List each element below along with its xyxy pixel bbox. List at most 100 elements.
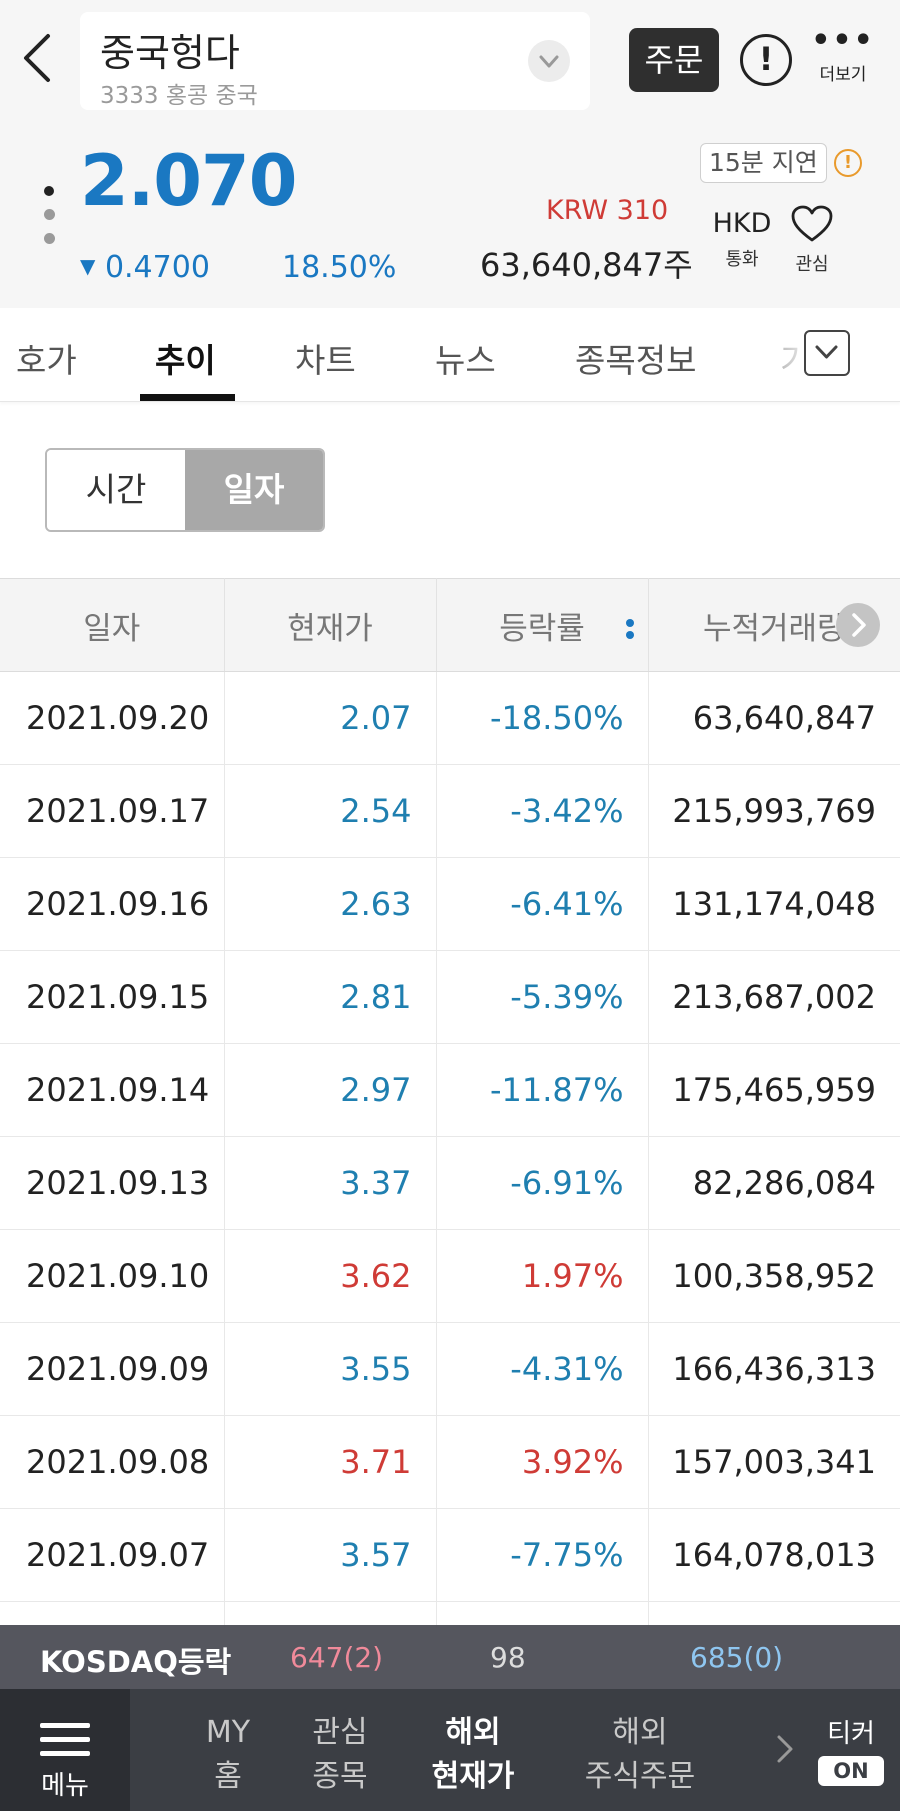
ticker-toggle-label: 티커 [827, 1719, 875, 1749]
cell-price: 3.37 [224, 1136, 437, 1230]
table-row[interactable]: 2021.09.10 3.62 1.97% 100,358,952 [0, 1229, 900, 1323]
cell-date: 2021.09.15 [0, 950, 225, 1044]
cell-rate: -6.41% [436, 857, 649, 951]
chevron-down-icon[interactable] [528, 40, 570, 82]
cell-volume: 82,286,084 [648, 1136, 900, 1230]
cell-price: 3.71 [224, 1415, 437, 1509]
tab-bar: 호가 추이 차트 뉴스 종목정보 기 [0, 308, 900, 402]
cell-price: 2.54 [224, 764, 437, 858]
header-volume[interactable]: 누적거래량 [648, 578, 900, 672]
cell-rate: -11.87% [436, 1043, 649, 1137]
page-dot [44, 233, 55, 244]
cell-rate: -6.91% [436, 1136, 649, 1230]
cell-rate: -3.42% [436, 764, 649, 858]
cell-price: 2.81 [224, 950, 437, 1044]
cell-date: 2021.09.09 [0, 1322, 225, 1416]
cell-price: 3.87 [224, 1601, 437, 1628]
nav-label: 해외 [445, 1715, 501, 1750]
nav-label: 주식주문 [584, 1759, 696, 1794]
table-row[interactable]: 2021.09.063.87-0.77%88,043,809 [0, 1601, 900, 1628]
tab-stock-info[interactable]: 종목정보 [575, 341, 697, 380]
cell-volume: 175,465,959 [648, 1043, 900, 1137]
favorite-button[interactable]: 관심 [784, 204, 840, 276]
cell-price: 2.97 [224, 1043, 437, 1137]
back-arrow-icon[interactable] [18, 30, 68, 94]
nav-label: MY [205, 1715, 251, 1750]
more-button[interactable]: ••• 더보기 [810, 23, 876, 86]
stock-header: 중국헝다 3333 홍콩 중국 주문 ! ••• 더보기 2.070 ▼ 0.4… [0, 0, 900, 308]
header-rate[interactable]: 등락률 [436, 578, 649, 672]
menu-button[interactable]: 메뉴 [0, 1689, 130, 1811]
nav-label: 현재가 [431, 1759, 515, 1794]
nav-overseas-price[interactable]: 해외 현재가 [418, 1711, 528, 1799]
cell-price: 3.62 [224, 1229, 437, 1323]
date-toggle-button[interactable]: 일자 [185, 450, 323, 530]
ticker-on-badge: ON [818, 1756, 884, 1786]
time-toggle-button[interactable]: 시간 [47, 450, 185, 530]
table-row[interactable]: 2021.09.13 3.37 -6.91% 82,286,084 [0, 1136, 900, 1230]
cell-rate: 1.97% [436, 1229, 649, 1323]
down-triangle-icon: ▼ [80, 254, 96, 278]
market-ticker-band[interactable]: KOSDAQ등락 647(2) 98 685(0) [0, 1625, 900, 1689]
tab-news[interactable]: 뉴스 [435, 341, 496, 380]
info-icon[interactable]: ! [740, 34, 792, 86]
ticker-market-label: KOSDAQ등락 [40, 1645, 232, 1679]
nav-watchlist[interactable]: 관심 종목 [300, 1711, 380, 1799]
table-header-row: 일자 현재가 등락률 누적거래량 [0, 578, 900, 672]
table-row[interactable]: 2021.09.16 2.63 -6.41% 131,174,048 [0, 857, 900, 951]
currency-label: 통화 [725, 249, 759, 270]
tab-menu-chevron-icon[interactable] [804, 330, 850, 376]
cell-rate: -0.77% [436, 1601, 649, 1628]
menu-label: 메뉴 [41, 1771, 89, 1801]
column-option-icon [625, 619, 634, 627]
tab-orderbook[interactable]: 호가 [16, 341, 77, 380]
page-indicator [44, 186, 58, 257]
chevron-right-icon[interactable] [770, 1729, 800, 1769]
nav-my-home[interactable]: MY 홈 [196, 1711, 260, 1799]
stock-selector[interactable]: 중국헝다 3333 홍콩 중국 [80, 12, 590, 110]
price-change-value: 0.4700 [104, 250, 210, 285]
header-price[interactable]: 현재가 [224, 578, 437, 672]
price-change-rate: 18.50% [282, 250, 397, 285]
nav-label: 종목 [312, 1759, 368, 1794]
cell-volume: 63,640,847 [648, 671, 900, 765]
nav-label: 홈 [214, 1759, 242, 1794]
cell-rate: -7.75% [436, 1508, 649, 1602]
ticker-advancers: 647(2) [290, 1641, 384, 1674]
trend-table: 일자 현재가 등락률 누적거래량 2021.09.20 2.07 -18.50% 63… [0, 578, 900, 1628]
cell-date: 2021.09.13 [0, 1136, 225, 1230]
cell-date: 2021.09.08 [0, 1415, 225, 1509]
ticker-unchanged: 98 [490, 1641, 526, 1674]
order-button[interactable]: 주문 [629, 28, 719, 92]
table-row[interactable]: 2021.09.09 3.55 -4.31% 166,436,313 [0, 1322, 900, 1416]
cell-volume: 215,993,769 [648, 764, 900, 858]
table-row[interactable]: 2021.09.17 2.54 -3.42% 215,993,769 [0, 764, 900, 858]
tab-trend[interactable]: 추이 [155, 341, 216, 380]
cell-date: 2021.09.06 [0, 1601, 225, 1628]
more-icon: ••• [811, 23, 875, 58]
trade-volume: 63,640,847주 [480, 246, 693, 284]
cell-rate: -4.31% [436, 1322, 649, 1416]
currency-button[interactable]: HKD 통화 [710, 208, 774, 271]
cell-rate: -18.50% [436, 671, 649, 765]
table-row[interactable]: 2021.09.08 3.71 3.92% 157,003,341 [0, 1415, 900, 1509]
table-row[interactable]: 2021.09.14 2.97 -11.87% 175,465,959 [0, 1043, 900, 1137]
table-row[interactable]: 2021.09.15 2.81 -5.39% 213,687,002 [0, 950, 900, 1044]
table-row[interactable]: 2021.09.07 3.57 -7.75% 164,078,013 [0, 1508, 900, 1602]
ticker-decliners: 685(0) [690, 1641, 784, 1674]
cell-volume: 157,003,341 [648, 1415, 900, 1509]
current-price: 2.070 [80, 140, 297, 222]
tab-chart[interactable]: 차트 [295, 341, 356, 380]
table-row[interactable]: 2021.09.20 2.07 -18.50% 63,640,847 [0, 671, 900, 765]
header-rate-label: 등락률 [499, 610, 585, 647]
chevron-right-icon[interactable] [836, 603, 880, 647]
favorite-label: 관심 [795, 254, 829, 275]
bottom-nav: 메뉴 MY 홈 관심 종목 해외 현재가 해외 주식주문 티커 ON [0, 1689, 900, 1811]
period-toggle: 시간 일자 [45, 448, 325, 532]
cell-volume: 164,078,013 [648, 1508, 900, 1602]
ticker-toggle[interactable]: 티커 ON [812, 1713, 890, 1786]
nav-overseas-order[interactable]: 해외 주식주문 [570, 1711, 710, 1799]
cell-date: 2021.09.07 [0, 1508, 225, 1602]
header-date[interactable]: 일자 [0, 578, 225, 672]
warning-icon[interactable]: ! [834, 149, 862, 177]
